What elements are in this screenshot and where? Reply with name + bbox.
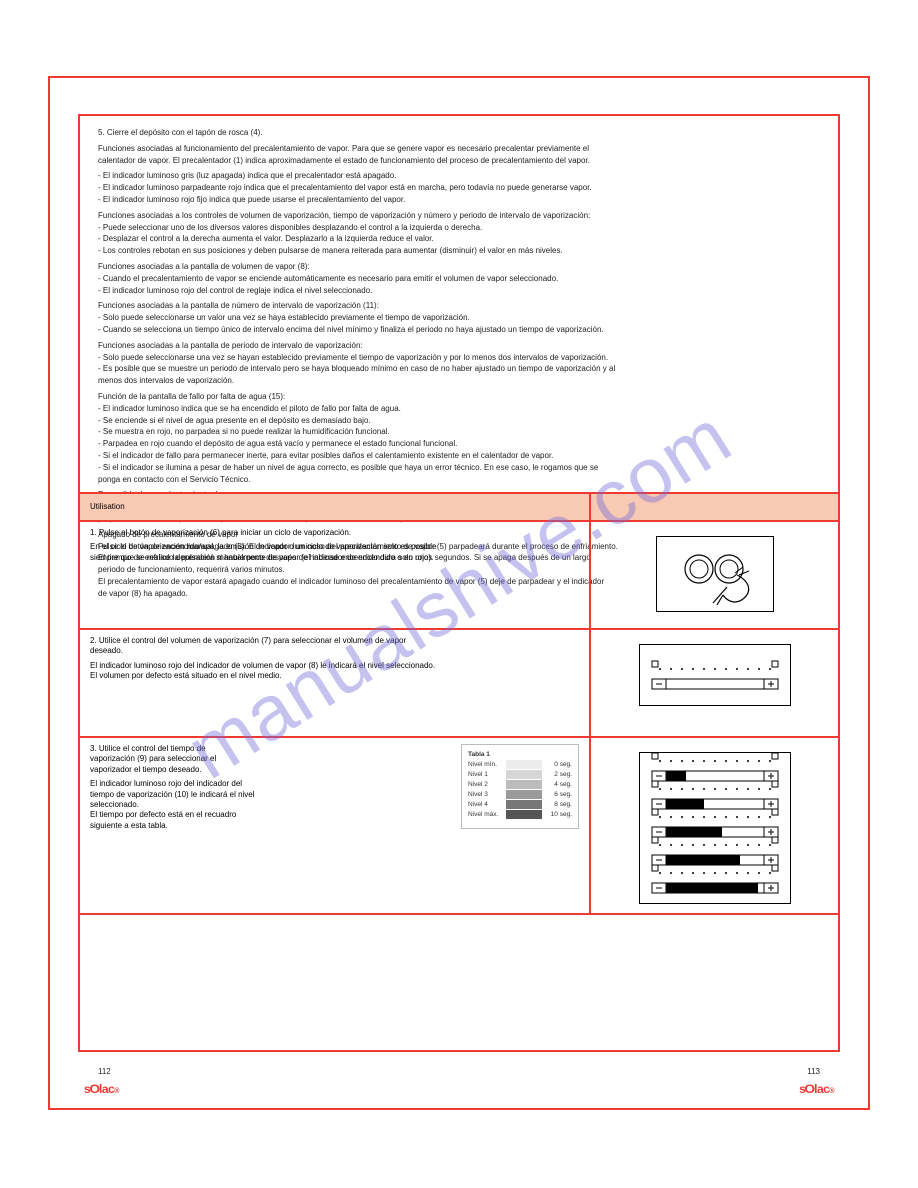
page-number-right: 113 (807, 1067, 820, 1076)
page-number-left: 112 (98, 1067, 111, 1076)
table-cell-step1-text: 1. Pulse el botón de vaporización (6) pa… (80, 521, 590, 629)
table-header-left: Utilisation (80, 493, 590, 521)
usage-table: Utilisation 1. Pulse el botón de vaporiz… (80, 492, 838, 915)
page-number-row: 112 113 (98, 1067, 820, 1076)
brand-logo-left: sOlac® (84, 1082, 119, 1096)
shade-level-card: Tabla 1Nivel mín.0 seg.Nivel 12 seg.Nive… (461, 744, 579, 829)
table-cell-step2-text: 2. Utilice el control del volumen de vap… (80, 629, 590, 737)
table-cell-step3-text: 3. Utilice el control del tiempo devapor… (80, 737, 590, 914)
figure-slider-multi (639, 752, 791, 904)
table-header-right (590, 493, 838, 521)
brand-logo-right: sOlac® (799, 1082, 834, 1096)
content-frame: 5. Cierre el depósito con el tapón de ro… (78, 114, 840, 1052)
table-cell-step1-figure (590, 521, 838, 629)
page-frame: 5. Cierre el depósito con el tapón de ro… (48, 76, 870, 1110)
table-cell-step2-figure (590, 629, 838, 737)
figure-hand-press (656, 536, 774, 612)
table-cell-step3-figure (590, 737, 838, 914)
figure-slider-single (639, 644, 791, 706)
